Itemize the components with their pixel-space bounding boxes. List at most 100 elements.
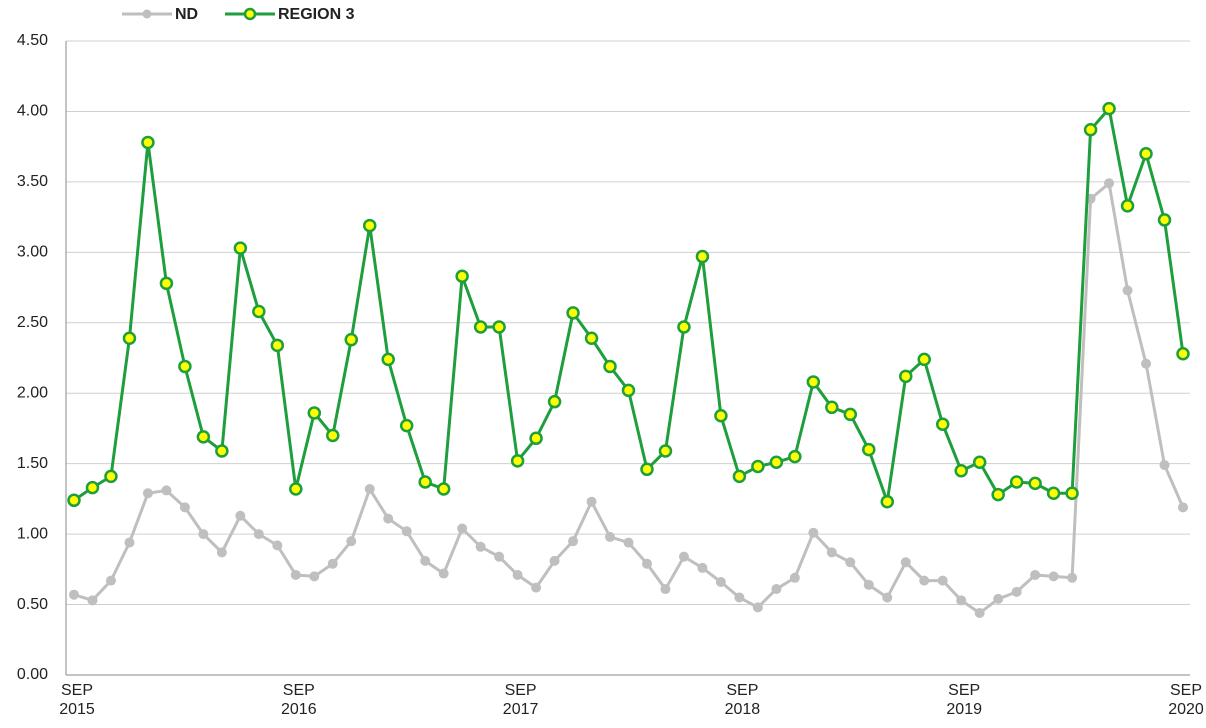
- point: [1048, 571, 1059, 582]
- point: [586, 496, 597, 507]
- point: [1176, 347, 1190, 361]
- point: [307, 406, 322, 420]
- point: [826, 547, 837, 558]
- point: [993, 593, 1004, 604]
- point: [935, 417, 950, 431]
- y-tick-label: 0.50: [17, 596, 48, 613]
- y-tick-label: 1.50: [17, 455, 48, 472]
- point: [104, 469, 118, 484]
- point: [549, 555, 560, 566]
- point: [531, 582, 542, 593]
- point: [1067, 572, 1078, 583]
- y-tick-label: 4.50: [17, 32, 48, 49]
- point: [309, 571, 320, 582]
- point: [1157, 213, 1172, 227]
- x-tick-label: SEP 2016: [281, 682, 317, 718]
- point: [67, 493, 81, 508]
- point: [641, 558, 652, 569]
- point: [494, 551, 505, 562]
- point: [420, 555, 431, 566]
- point: [714, 409, 728, 423]
- point: [1178, 502, 1188, 513]
- point: [1030, 569, 1041, 580]
- y-tick-label: 3.00: [17, 244, 48, 261]
- point: [715, 577, 726, 588]
- point: [752, 602, 763, 613]
- point: [1065, 486, 1079, 501]
- point: [808, 527, 819, 538]
- point: [603, 359, 617, 374]
- point: [344, 332, 358, 347]
- point: [196, 430, 211, 444]
- point: [215, 444, 229, 458]
- point: [179, 502, 190, 513]
- point: [455, 269, 469, 284]
- point: [399, 418, 414, 433]
- point: [991, 487, 1005, 502]
- point: [529, 431, 543, 446]
- point: [87, 595, 98, 606]
- x-tick-label: SEP 2017: [502, 682, 539, 718]
- point: [1120, 199, 1135, 213]
- point: [937, 575, 948, 586]
- point: [270, 338, 285, 353]
- point: [568, 536, 579, 547]
- legend-label: REGION 3: [278, 6, 355, 23]
- point: [1139, 146, 1153, 161]
- point: [917, 352, 931, 367]
- x-tick-label: SEP 2020: [1168, 682, 1204, 718]
- point: [418, 475, 432, 489]
- point: [974, 608, 985, 619]
- point: [69, 589, 79, 600]
- point: [492, 320, 506, 334]
- point: [621, 383, 636, 398]
- point: [658, 444, 673, 458]
- y-tick-label: 0.00: [17, 666, 48, 683]
- y-tick-label: 2.50: [17, 314, 48, 331]
- x-tick-label: SEP 2018: [724, 682, 761, 718]
- point: [954, 463, 968, 478]
- point: [1104, 178, 1115, 189]
- point: [327, 558, 338, 569]
- point: [678, 551, 689, 562]
- point: [346, 536, 357, 547]
- legend-label: ND: [175, 6, 198, 23]
- series-line: [73, 105, 1185, 503]
- point: [290, 569, 301, 580]
- point: [806, 375, 821, 389]
- point: [253, 529, 264, 540]
- point: [141, 135, 155, 150]
- point: [85, 480, 100, 495]
- point: [771, 584, 782, 595]
- point: [161, 485, 172, 496]
- point: [401, 526, 412, 537]
- point: [788, 449, 802, 464]
- point: [326, 428, 340, 443]
- point: [845, 557, 856, 568]
- point: [732, 469, 747, 484]
- point: [1028, 476, 1042, 491]
- point: [956, 595, 967, 606]
- legend-marker: [243, 7, 257, 21]
- point: [899, 369, 913, 384]
- point: [473, 320, 488, 334]
- point: [510, 454, 525, 468]
- point: [436, 482, 451, 496]
- point: [919, 575, 930, 586]
- point: [381, 352, 395, 367]
- x-tick-label: SEP 2019: [946, 682, 982, 718]
- point: [677, 320, 691, 334]
- legend-marker: [142, 9, 152, 19]
- point: [1009, 475, 1024, 489]
- point: [233, 241, 248, 255]
- y-tick-label: 3.50: [17, 173, 48, 190]
- point: [769, 455, 784, 470]
- point: [272, 540, 283, 551]
- point: [475, 541, 486, 552]
- point: [289, 482, 303, 496]
- point: [105, 575, 116, 586]
- point: [862, 442, 876, 457]
- x-tick-label: SEP 2015: [59, 682, 95, 718]
- point: [843, 407, 858, 422]
